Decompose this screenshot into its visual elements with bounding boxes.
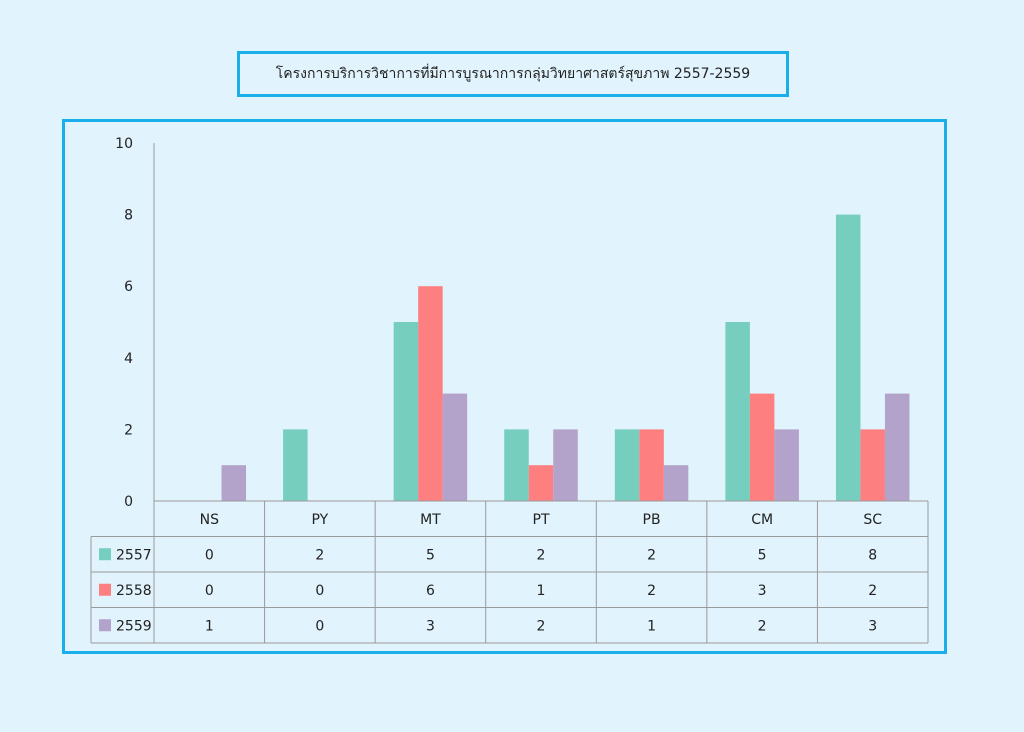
table-cell-value: 2 — [868, 583, 877, 599]
bar-2558-MT — [418, 286, 443, 501]
table-cell-value: 3 — [868, 618, 877, 634]
y-tick-label: 0 — [124, 494, 133, 510]
bar-2558-PT — [528, 465, 554, 501]
table-cell-value: 0 — [315, 583, 324, 599]
table-cell-value: 3 — [758, 583, 767, 599]
bar-2559-NS — [221, 465, 247, 501]
table-cell-value: 5 — [758, 547, 767, 563]
chart-frame — [62, 119, 947, 654]
y-tick-label: 8 — [124, 208, 133, 224]
table-cell-value: 1 — [205, 618, 214, 634]
table-cell-value: 0 — [205, 583, 214, 599]
table-cell-value: 1 — [647, 618, 656, 634]
x-category-label: MT — [420, 512, 441, 528]
chart-title: โครงการบริการวิชาการที่มีการบูรณาการกลุ่… — [237, 51, 789, 97]
y-tick-label: 10 — [115, 136, 133, 152]
bar-2558-CM — [749, 393, 775, 501]
x-category-label: CM — [751, 512, 773, 528]
legend-label: 2559 — [116, 618, 152, 634]
x-category-label: PB — [643, 512, 661, 528]
legend-swatch-2559 — [99, 619, 111, 632]
y-tick-label: 6 — [124, 279, 133, 295]
bar-2557-PT — [504, 429, 529, 501]
x-category-label: PY — [312, 512, 329, 528]
bar-2557-SC — [835, 214, 861, 501]
table-cell-value: 6 — [426, 583, 435, 599]
table-cell-value: 2 — [537, 618, 546, 634]
table-cell-value: 2 — [647, 547, 656, 563]
table-cell-value: 2 — [647, 583, 656, 599]
bar-2559-CM — [774, 429, 799, 501]
bar-2559-MT — [442, 393, 468, 501]
y-tick-label: 2 — [124, 422, 133, 438]
x-category-label: NS — [200, 512, 219, 528]
table-cell-value: 0 — [205, 547, 214, 563]
x-category-label: PT — [533, 512, 550, 528]
legend-swatch-2558 — [99, 583, 111, 596]
table-cell-value: 5 — [426, 547, 435, 563]
legend-label: 2558 — [116, 583, 152, 599]
table-cell-value: 8 — [868, 547, 877, 563]
table-cell-value: 3 — [426, 618, 435, 634]
bar-2557-PB — [614, 429, 640, 501]
table-cell-value: 1 — [537, 583, 546, 599]
bar-2559-SC — [884, 393, 910, 501]
bar-2559-PB — [663, 465, 689, 501]
y-tick-label: 4 — [124, 351, 133, 367]
bar-2557-PY — [283, 429, 308, 501]
bar-2557-CM — [725, 322, 750, 501]
legend-swatch-2557 — [99, 548, 111, 561]
legend-label: 2557 — [116, 547, 152, 563]
x-category-label: SC — [863, 512, 882, 528]
bar-2558-PB — [639, 429, 664, 501]
bar-2559-PT — [553, 429, 578, 501]
table-cell-value: 0 — [315, 618, 324, 634]
table-cell-value: 2 — [758, 618, 767, 634]
table-cell-value: 2 — [537, 547, 546, 563]
bar-2558-SC — [860, 429, 885, 501]
table-cell-value: 2 — [315, 547, 324, 563]
bar-2557-MT — [393, 322, 419, 501]
